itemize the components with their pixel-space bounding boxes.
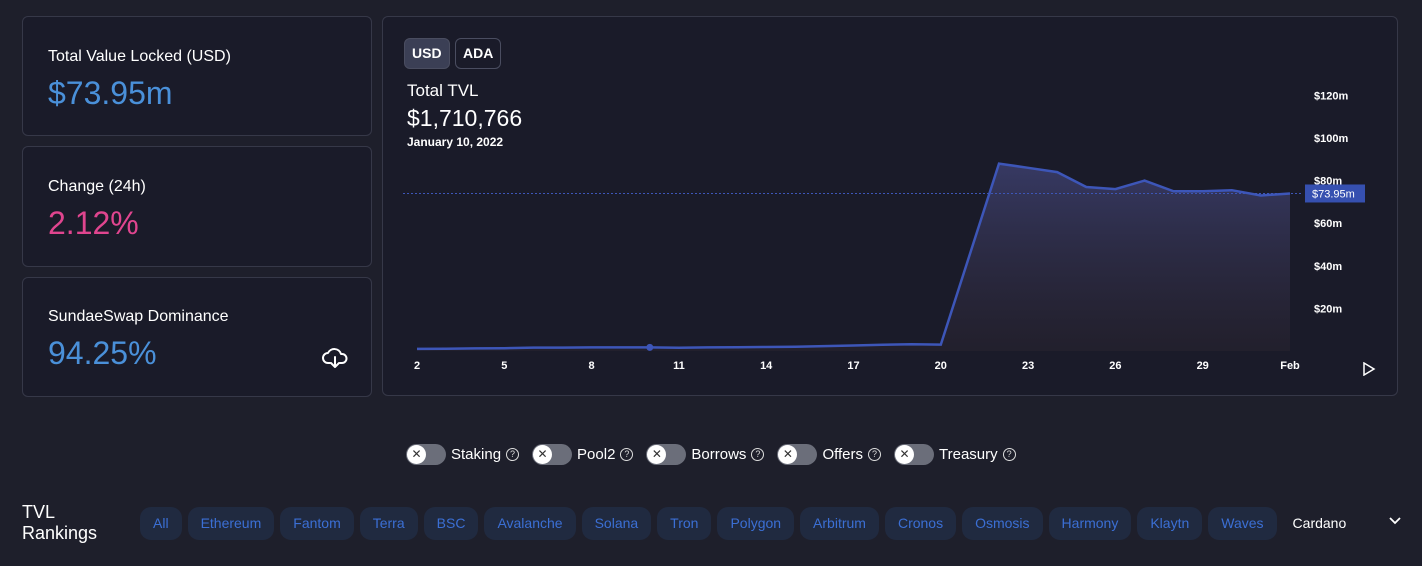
toggle-label: Offers (822, 446, 864, 463)
help-icon[interactable]: ? (506, 448, 520, 461)
series-line (416, 162, 1291, 351)
toggle-label: Pool2 (577, 446, 616, 463)
chain-chip-terra[interactable]: Terra (359, 507, 418, 540)
dominance-card: SundaeSwap Dominance 94.25% (22, 277, 372, 397)
chain-chip-arbitrum[interactable]: Arbitrum (800, 507, 879, 540)
x-tick-label: 2 (414, 360, 420, 372)
toggle-pool2[interactable]: ✕ Pool2? (532, 444, 634, 465)
help-icon[interactable]: ? (620, 448, 634, 461)
close-icon: ✕ (533, 445, 553, 464)
close-icon: ✕ (647, 445, 667, 464)
chain-chip-all[interactable]: All (140, 507, 182, 540)
x-tick-label: 5 (501, 360, 507, 372)
x-tick-label: 20 (935, 360, 947, 372)
x-tick-label: 17 (847, 360, 859, 372)
x-tick-label: 26 (1109, 360, 1121, 372)
chain-chips: All Ethereum Fantom Terra BSC Avalanche Solana… (140, 507, 1352, 540)
usd-button[interactable]: USD (404, 38, 450, 69)
current-value-badge (1305, 184, 1365, 203)
toggle-offers[interactable]: ✕ Offers? (777, 444, 882, 465)
chain-chip-cronos[interactable]: Cronos (884, 507, 957, 540)
x-tick-label: Feb (1280, 360, 1300, 372)
change-card: Change (24h) 2.12% (22, 146, 372, 267)
tvl-chart-panel: USD ADA Total TVL $1,710,766 January 10,… (382, 16, 1398, 396)
chart-value: $1,710,766 (407, 105, 523, 131)
help-icon[interactable]: ? (868, 448, 882, 461)
y-tick-label: $20m (1314, 303, 1342, 315)
help-icon[interactable]: ? (1002, 448, 1016, 461)
chain-chip-klaytn[interactable]: Klaytn (1137, 507, 1203, 540)
chain-chip-tron[interactable]: Tron (657, 507, 712, 540)
area-fill (417, 163, 1290, 351)
chain-chip-avalanche[interactable]: Avalanche (484, 507, 576, 540)
close-icon: ✕ (895, 445, 915, 464)
chart-title: Total TVL (407, 81, 479, 100)
chain-chip-solana[interactable]: Solana (581, 507, 652, 540)
chain-chip-waves[interactable]: Waves (1208, 507, 1277, 540)
change-label: Change (24h) (48, 178, 146, 195)
download-cloud-icon[interactable] (322, 347, 348, 369)
x-tick-label: 23 (1022, 360, 1034, 372)
y-tick-label: $100m (1314, 133, 1348, 145)
chain-chip-harmony[interactable]: Harmony (1048, 507, 1132, 540)
x-tick-label: 8 (589, 360, 595, 372)
chain-chip-fantom[interactable]: Fantom (280, 507, 354, 540)
chain-chip-polygon[interactable]: Polygon (717, 507, 795, 540)
chart-date: January 10, 2022 (407, 135, 504, 149)
dominance-label: SundaeSwap Dominance (48, 308, 229, 325)
toggle-switch[interactable]: ✕ (646, 444, 687, 465)
dominance-value: 94.25% (48, 335, 157, 371)
toggle-label: Borrows (691, 446, 747, 463)
y-tick-label: $40m (1314, 261, 1342, 273)
toggle-treasury[interactable]: ✕ Treasury? (894, 444, 1016, 465)
selected-chain[interactable]: Cardano (1292, 515, 1347, 531)
tvl-label: Total Value Locked (USD) (48, 48, 231, 65)
toggle-borrows[interactable]: ✕ Borrows? (646, 444, 765, 465)
x-tick-label: 29 (1197, 360, 1209, 372)
tvl-card: Total Value Locked (USD) $73.95m (22, 16, 372, 136)
y-tick-label: $60m (1314, 218, 1342, 230)
ada-button[interactable]: ADA (455, 38, 502, 69)
toggle-label: Staking (451, 446, 502, 463)
chain-chip-osmosis[interactable]: Osmosis (962, 507, 1043, 540)
toggle-label: Treasury (939, 446, 998, 463)
x-tick-label: 11 (673, 360, 685, 372)
toggle-switch[interactable]: ✕ (406, 444, 446, 465)
close-icon: ✕ (778, 445, 798, 464)
x-tick-label: 14 (760, 360, 773, 372)
rankings-title: TVL Rankings (22, 502, 98, 543)
help-icon[interactable]: ? (751, 448, 765, 461)
chain-chip-bsc[interactable]: BSC (423, 507, 479, 540)
toggle-staking[interactable]: ✕ Staking? (406, 444, 520, 465)
play-icon[interactable] (1362, 362, 1376, 376)
current-value-label: $73.95m (1312, 188, 1355, 200)
chevron-down-icon[interactable] (1388, 516, 1402, 526)
toggle-switch[interactable]: ✕ (894, 444, 935, 465)
change-value: 2.12% (48, 205, 139, 241)
y-tick-label: $120m (1314, 90, 1348, 102)
highlight-point (646, 343, 654, 351)
tvl-value: $73.95m (48, 75, 173, 111)
toggle-switch[interactable]: ✕ (777, 444, 818, 465)
close-icon: ✕ (407, 445, 426, 464)
toggle-switch[interactable]: ✕ (532, 444, 573, 465)
chain-chip-ethereum[interactable]: Ethereum (187, 507, 275, 540)
toggle-bar: ✕ Staking? ✕ Pool2? ✕ Borrows? ✕ Offers? ✕ Treasu… (406, 444, 1029, 465)
